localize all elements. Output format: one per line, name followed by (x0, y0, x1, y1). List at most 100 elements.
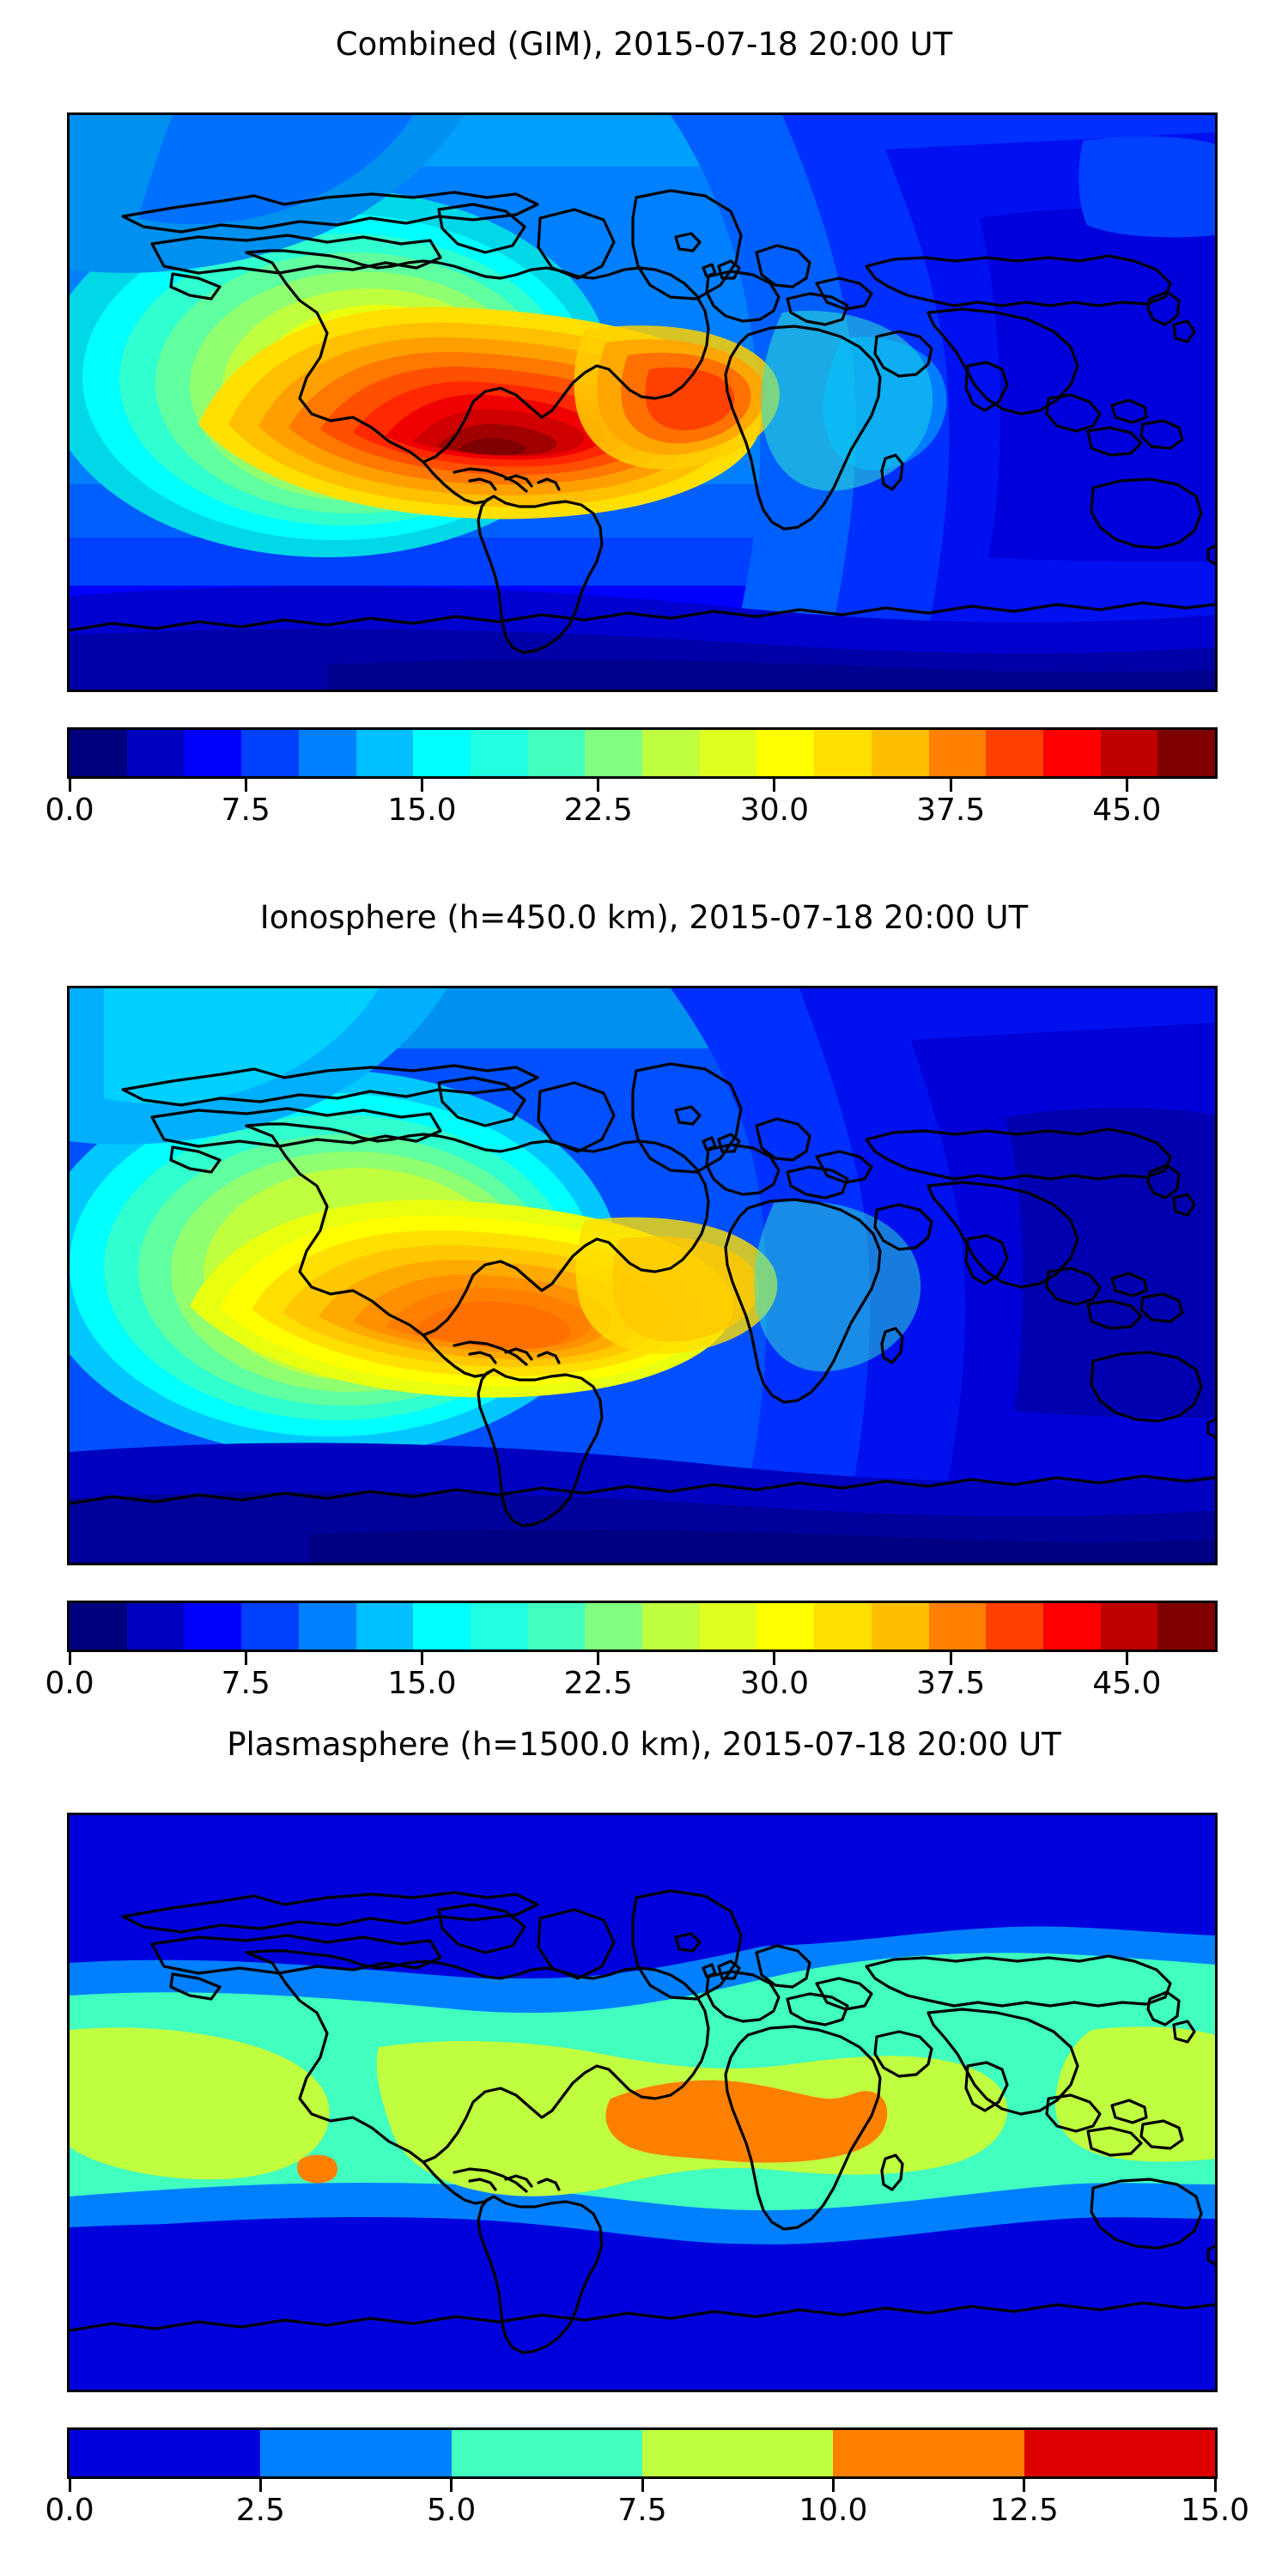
colorbar-tickmark-3 (597, 779, 600, 792)
colorbar-segment-5 (355, 730, 414, 776)
colorbar-labels-plasmasphere: 0.0 2.5 5.0 7.5 10.0 12.5 15.0 (45, 2493, 1249, 2532)
colorbar-ticks-combined (67, 779, 1218, 793)
colorbar-tick-label: 0.0 (45, 2493, 94, 2528)
colorbar-tickmark-1 (244, 779, 247, 792)
colorbar-tickmark-6 (1213, 2479, 1217, 2492)
colorbar-tickmark-3 (597, 1652, 600, 1665)
colorbar-ionosphere: 0.0 7.5 15.0 22.5 30.0 37.5 45.0 (45, 1601, 1218, 1705)
map-axes-ionosphere (67, 986, 1218, 1565)
colorbar-segment-17 (1042, 1603, 1101, 1649)
colorbar-segment-0 (70, 2430, 261, 2476)
colorbar-labels-ionosphere: 0.0 7.5 15.0 22.5 30.0 37.5 45.0 (45, 1666, 1218, 1705)
colorbar-segment-14 (871, 1603, 929, 1649)
colorbar-segment-6 (413, 730, 471, 776)
colorbar-segment-14 (871, 730, 929, 776)
colorbar-tick-label: 15.0 (387, 793, 457, 828)
colorbar-segment-4 (833, 2430, 1024, 2476)
colorbar-plasmasphere: 0.0 2.5 5.0 7.5 10.0 12.5 15.0 (45, 2427, 1249, 2532)
colorbar-segment-16 (986, 730, 1043, 776)
colorbar-segment-8 (527, 1603, 586, 1649)
colorbar-segment-0 (70, 1603, 127, 1649)
colorbar-ticks-ionosphere (67, 1652, 1218, 1666)
colorbar-gradient-ionosphere (67, 1601, 1218, 1652)
colorbar-tick-label: 7.5 (221, 793, 270, 828)
colorbar-segment-2 (184, 1603, 242, 1649)
colorbar-segment-2 (184, 730, 242, 776)
colorbar-segment-1 (126, 1603, 185, 1649)
colorbar-segment-11 (699, 1603, 757, 1649)
colorbar-tickmark-6 (1125, 779, 1128, 792)
colorbar-tickmark-3 (641, 2479, 644, 2492)
colorbar-segment-17 (1042, 730, 1101, 776)
colorbar-segment-13 (814, 730, 872, 776)
colorbar-gradient-combined (67, 727, 1218, 779)
colorbar-tickmark-4 (831, 2479, 835, 2492)
colorbar-tickmark-0 (68, 779, 71, 792)
map-axes-plasmasphere (67, 1813, 1218, 2392)
map-contour-combined (70, 115, 1215, 690)
colorbar-tick-label: 37.5 (916, 1666, 986, 1701)
colorbar-segment-3 (241, 730, 299, 776)
colorbar-segment-6 (413, 1603, 471, 1649)
colorbar-segment-9 (585, 1603, 643, 1649)
map-contour-plasmasphere (70, 1815, 1215, 2390)
colorbar-segment-10 (642, 1603, 700, 1649)
colorbar-segment-16 (986, 1603, 1043, 1649)
colorbar-segment-5 (355, 1603, 414, 1649)
colorbar-segment-9 (585, 730, 643, 776)
colorbar-segment-19 (1157, 730, 1215, 776)
colorbar-tickmark-1 (258, 2479, 262, 2492)
colorbar-labels-combined: 0.0 7.5 15.0 22.5 30.0 37.5 45.0 (45, 793, 1218, 832)
colorbar-segment-7 (470, 1603, 528, 1649)
panel-title-ionosphere: Ionosphere (h=450.0 km), 2015-07-18 20:0… (259, 899, 1029, 936)
colorbar-segment-13 (814, 1603, 872, 1649)
colorbar-tick-label: 30.0 (739, 1666, 809, 1701)
colorbar-tick-label: 12.5 (989, 2493, 1059, 2528)
colorbar-segment-15 (928, 1603, 987, 1649)
colorbar-segment-18 (1100, 730, 1158, 776)
colorbar-tick-label: 45.0 (1092, 793, 1162, 828)
colorbar-tick-label: 37.5 (916, 793, 986, 828)
colorbar-tick-label: 30.0 (739, 793, 809, 828)
colorbar-tick-label: 5.0 (427, 2493, 477, 2528)
colorbar-tick-label: 2.5 (235, 2493, 285, 2528)
colorbar-segment-2 (451, 2430, 642, 2476)
colorbar-segment-1 (260, 2430, 452, 2476)
colorbar-segment-12 (756, 1603, 815, 1649)
colorbar-segment-3 (641, 2430, 834, 2476)
colorbar-segment-10 (642, 730, 700, 776)
colorbar-tick-label: 10.0 (799, 2493, 868, 2528)
colorbar-tickmark-2 (450, 2479, 453, 2492)
panel-title-combined: Combined (GIM), 2015-07-18 20:00 UT (335, 26, 953, 63)
colorbar-segment-11 (699, 730, 757, 776)
colorbar-segment-7 (470, 730, 528, 776)
colorbar-tickmark-0 (68, 2479, 71, 2492)
colorbar-tick-label: 22.5 (563, 1666, 633, 1701)
colorbar-segment-5 (1024, 2430, 1215, 2476)
colorbar-tickmark-4 (773, 779, 776, 792)
colorbar-segment-3 (241, 1603, 299, 1649)
map-axes-combined (67, 112, 1218, 692)
colorbar-segment-12 (756, 730, 815, 776)
colorbar-tick-label: 7.5 (221, 1666, 270, 1701)
colorbar-tickmark-5 (1023, 2479, 1026, 2492)
map-contour-ionosphere (70, 988, 1215, 1563)
colorbar-tick-label: 15.0 (1180, 2493, 1250, 2528)
colorbar-tickmark-4 (773, 1652, 776, 1665)
colorbar-combined: 0.0 7.5 15.0 22.5 30.0 37.5 45.0 (45, 727, 1218, 832)
colorbar-tick-label: 15.0 (387, 1666, 457, 1701)
colorbar-tick-label: 22.5 (563, 793, 633, 828)
colorbar-tickmark-1 (244, 1652, 247, 1665)
colorbar-segment-4 (298, 1603, 356, 1649)
colorbar-tickmark-6 (1125, 1652, 1128, 1665)
colorbar-tickmark-0 (68, 1652, 71, 1665)
colorbar-segment-15 (928, 730, 987, 776)
colorbar-segment-18 (1100, 1603, 1158, 1649)
colorbar-tickmark-5 (949, 1652, 952, 1665)
colorbar-tick-label: 45.0 (1092, 1666, 1162, 1701)
colorbar-tick-label: 0.0 (45, 793, 94, 828)
colorbar-tickmark-2 (420, 1652, 423, 1665)
colorbar-tickmark-2 (420, 779, 423, 792)
colorbar-segment-0 (70, 730, 127, 776)
